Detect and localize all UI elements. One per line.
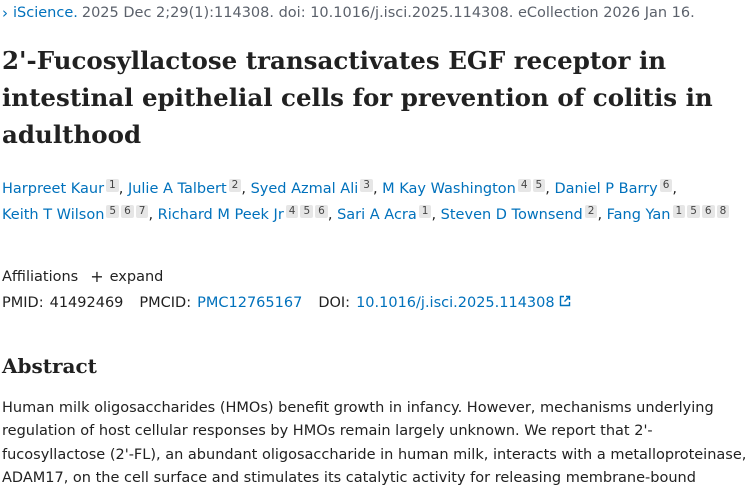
author-item: Fang Yan 1 5 6 8 bbox=[606, 205, 730, 223]
pmcid-link[interactable]: PMC12765167 bbox=[197, 295, 303, 311]
chevron-right-icon[interactable]: › bbox=[2, 4, 8, 22]
affiliation-number-badge[interactable]: 3 bbox=[360, 179, 373, 192]
journal-citation-line: › iScience. 2025 Dec 2;29(1):114308. doi… bbox=[2, 4, 695, 22]
affiliations-label: Affiliations bbox=[2, 268, 79, 285]
author-separator: , bbox=[241, 181, 246, 197]
author-separator: , bbox=[597, 207, 603, 223]
author-name-link[interactable]: Daniel P Barry bbox=[554, 181, 658, 197]
author-name-link[interactable]: Syed Azmal Ali bbox=[250, 181, 359, 197]
abstract-heading: Abstract bbox=[2, 354, 97, 378]
author-item: Julie A Talbert 2, bbox=[127, 179, 246, 197]
doi-link[interactable]: 10.1016/j.isci.2025.114308 bbox=[356, 295, 555, 311]
affiliation-number-badge[interactable]: 4 bbox=[285, 205, 299, 218]
journal-link[interactable]: iScience. bbox=[13, 5, 78, 21]
author-name-link[interactable]: Keith T Wilson bbox=[2, 207, 105, 223]
article-title: 2'-Fucosyllactose transactivates EGF rec… bbox=[2, 46, 713, 149]
affiliation-number-badge[interactable]: 2 bbox=[584, 205, 598, 218]
citation-text: 2025 Dec 2;29(1):114308. doi: 10.1016/j.… bbox=[81, 5, 695, 21]
affiliation-number-badge[interactable]: 1 bbox=[106, 179, 119, 192]
author-name-link[interactable]: Richard M Peek Jr bbox=[157, 207, 284, 223]
abstract-text: Human milk oligosaccharides (HMOs) benef… bbox=[2, 400, 747, 486]
affiliation-number-badge[interactable]: 5 bbox=[532, 179, 546, 192]
author-item: Richard M Peek Jr 4 5 6, bbox=[157, 205, 333, 223]
affiliation-number-badge[interactable]: 4 bbox=[517, 179, 531, 192]
affiliation-number-badge[interactable]: 8 bbox=[716, 205, 730, 218]
author-item: Daniel P Barry 6, bbox=[554, 179, 677, 197]
author-name-link[interactable]: M Kay Washington bbox=[382, 181, 516, 197]
author-item: Steven D Townsend 2, bbox=[440, 205, 603, 223]
author-name-link[interactable]: Harpreet Kaur bbox=[2, 181, 105, 197]
affiliation-number-badge[interactable]: 6 bbox=[315, 205, 328, 218]
affiliation-number-badge[interactable]: 7 bbox=[135, 205, 149, 218]
author-item: M Kay Washington 4 5, bbox=[382, 179, 550, 197]
affiliation-number-badge[interactable]: 1 bbox=[418, 205, 432, 218]
author-name-link[interactable]: Julie A Talbert bbox=[127, 181, 227, 197]
author-separator: , bbox=[148, 207, 154, 223]
affiliations-row: Affiliations + expand bbox=[2, 267, 163, 286]
pmcid-label: PMCID: bbox=[139, 295, 192, 311]
author-separator: , bbox=[372, 181, 378, 197]
author-separator: , bbox=[118, 181, 124, 197]
plus-icon[interactable]: + bbox=[90, 267, 104, 286]
author-name-link[interactable]: Fang Yan bbox=[606, 207, 671, 223]
affiliation-number-badge[interactable]: 5 bbox=[687, 205, 700, 218]
author-separator: , bbox=[431, 207, 437, 223]
author-item: Syed Azmal Ali 3, bbox=[250, 179, 378, 197]
pmid-value: 41492469 bbox=[49, 295, 124, 311]
author-separator: , bbox=[672, 181, 677, 197]
author-item: Keith T Wilson 5 6 7, bbox=[2, 205, 154, 223]
author-item: Harpreet Kaur 1, bbox=[2, 179, 124, 197]
pmid-label: PMID: bbox=[2, 295, 44, 311]
author-separator: , bbox=[327, 207, 333, 223]
external-link-icon[interactable] bbox=[559, 295, 571, 311]
author-separator: , bbox=[545, 181, 550, 197]
affiliation-number-badge[interactable]: 6 bbox=[659, 179, 673, 192]
affiliation-number-badge[interactable]: 5 bbox=[300, 205, 314, 218]
doi-label: DOI: bbox=[318, 295, 351, 311]
affiliation-number-badge[interactable]: 1 bbox=[672, 205, 686, 218]
author-name-link[interactable]: Steven D Townsend bbox=[440, 207, 583, 223]
affiliation-number-badge[interactable]: 6 bbox=[121, 205, 134, 218]
author-item: Sari A Acra 1, bbox=[337, 205, 437, 223]
affiliation-number-badge[interactable]: 6 bbox=[701, 205, 715, 218]
affiliation-number-badge[interactable]: 5 bbox=[106, 205, 120, 218]
author-name-link[interactable]: Sari A Acra bbox=[337, 207, 417, 223]
author-list: Harpreet Kaur 1, Julie A Talbert 2, Syed A… bbox=[2, 176, 750, 228]
expand-button[interactable]: expand bbox=[109, 268, 164, 285]
identifiers-row: PMID: 41492469 PMCID: PMC12765167 DOI: 1… bbox=[2, 295, 571, 311]
affiliation-number-badge[interactable]: 2 bbox=[228, 179, 242, 192]
